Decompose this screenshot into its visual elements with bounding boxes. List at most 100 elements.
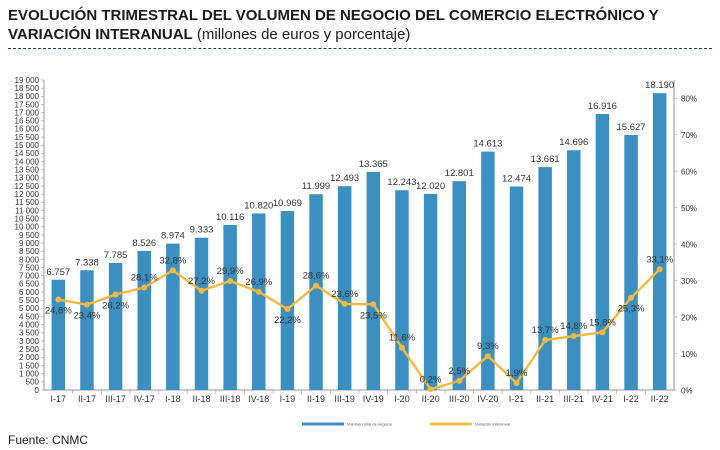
bar-I-20 [395,190,409,390]
bar-value-label: 18.190 [645,80,674,91]
x-tick-label: III-20 [449,394,470,404]
bar-value-label: 10.116 [216,212,244,223]
variation-point-III-19 [341,300,348,307]
left-tick-label: 17 000 [15,108,40,117]
variation-point-II-20 [427,386,434,393]
right-tick-label: 70% [681,131,697,140]
variation-point-II-21 [542,337,549,344]
x-tick-label: III-21 [564,394,585,404]
x-tick-label: I-18 [165,394,181,404]
bar-value-label: 12.020 [416,181,445,192]
variation-point-I-21 [513,380,520,387]
left-tick-label: 1 500 [19,361,40,370]
bar-value-label: 14.696 [559,137,588,148]
bar-II-22 [652,93,667,390]
bar-value-label: 13.365 [359,159,388,170]
legend-label-bars: Volumen total de negocio [347,422,393,427]
left-tick-label: 10 500 [15,214,40,223]
left-tick-label: 9 500 [19,231,40,240]
variation-point-II-18 [198,287,205,294]
variation-value-label: 15,8% [589,317,616,328]
bar-value-label: 12.243 [387,177,416,188]
bar-IV-18 [252,213,266,390]
x-tick-label: III-18 [220,394,241,404]
variation-point-IV-21 [599,329,606,336]
bar-II-20 [423,193,438,390]
variation-value-label: 11,6% [389,333,416,344]
bar-value-label: 13.661 [531,154,560,165]
variation-point-II-22 [656,266,663,273]
variation-value-label: 32,8% [159,255,186,266]
left-tick-label: 12 500 [15,182,40,191]
bar-value-label: 8.526 [132,238,156,249]
variation-point-IV-19 [370,301,377,308]
chart-title-main: EVOLUCIÓN TRIMESTRAL DEL VOLUMEN DE NEGO… [8,7,659,43]
bar-value-label: 12.493 [330,173,359,184]
left-tick-label: 15 500 [15,133,40,142]
variation-value-label: 27,2% [188,276,215,287]
left-tick-label: 6 000 [19,288,40,297]
variation-value-label: 25,3% [618,304,645,315]
bar-labels: 6.757 7.338 7.785 8.526 8.974 9.33310.11610.8… [46,80,674,278]
variation-point-III-21 [570,333,577,340]
x-tick-label: IV-17 [134,394,155,404]
left-tick-label: 2 000 [19,353,40,362]
variation-point-I-17 [55,296,62,303]
right-tick-label: 0% [681,387,693,396]
bars [51,93,667,390]
bar-value-label: 6.757 [46,267,70,278]
bar-I-19 [280,211,295,390]
variation-value-label: 26,9% [245,277,272,288]
x-tick-label: III-17 [105,394,126,404]
left-tick-label: 9 000 [19,239,40,248]
left-tick-label: 7 000 [19,272,40,281]
variation-value-label: 23,6% [331,289,358,300]
bar-II-18 [194,237,209,390]
bar-value-label: 7.338 [75,257,99,268]
x-tick-label: II-21 [536,394,554,404]
variation-line [55,266,663,393]
legend-label-line: Variación interanual [475,422,510,427]
variation-value-label: 1,9% [506,368,528,379]
left-tick-label: 13 500 [15,166,40,175]
left-tick-label: 3 500 [19,329,40,338]
right-tick-label: 30% [681,277,697,286]
bar-IV-20 [481,151,495,390]
variation-value-label: 9,3% [477,341,499,352]
left-tick-label: 0 [35,386,40,395]
variation-value-label: 0,2% [420,374,442,385]
right-tick-label: 10% [681,350,697,359]
variation-point-I-18 [169,267,176,274]
bar-III-21 [567,150,581,390]
variation-value-label: 33,1% [646,254,673,265]
left-tick-label: 4 500 [19,312,40,321]
left-tick-label: 6 500 [19,280,40,289]
variation-point-III-20 [456,377,463,384]
bar-value-label: 15.627 [617,122,646,133]
bar-value-label: 10.820 [244,200,273,211]
bar-II-19 [309,194,323,390]
variation-value-label: 26,2% [102,300,129,311]
left-tick-label: 16 000 [15,125,40,134]
bar-value-label: 7.785 [104,250,128,261]
variation-point-I-22 [628,294,635,301]
bar-IV-21 [595,114,610,390]
bar-III-18 [223,224,237,390]
right-tick-label: 50% [681,204,697,213]
chart-title-units: (millones de euros y porcentaje) [196,26,411,43]
variation-value-label: 14,8% [560,321,587,332]
variation-point-II-19 [313,282,320,289]
bar-value-label: 16.916 [588,101,617,112]
variation-value-label: 22,2% [274,315,301,326]
x-tick-label: II-18 [192,394,210,404]
bar-value-label: 10.969 [273,198,302,209]
bar-II-17 [80,270,94,390]
left-tick-label: 8 500 [19,247,40,256]
bar-I-22 [624,135,638,390]
chart-title: EVOLUCIÓN TRIMESTRAL DEL VOLUMEN DE NEGO… [8,6,708,44]
x-tick-label: I-22 [623,394,639,404]
bar-II-21 [538,167,552,390]
left-tick-label: 5 000 [19,304,40,313]
